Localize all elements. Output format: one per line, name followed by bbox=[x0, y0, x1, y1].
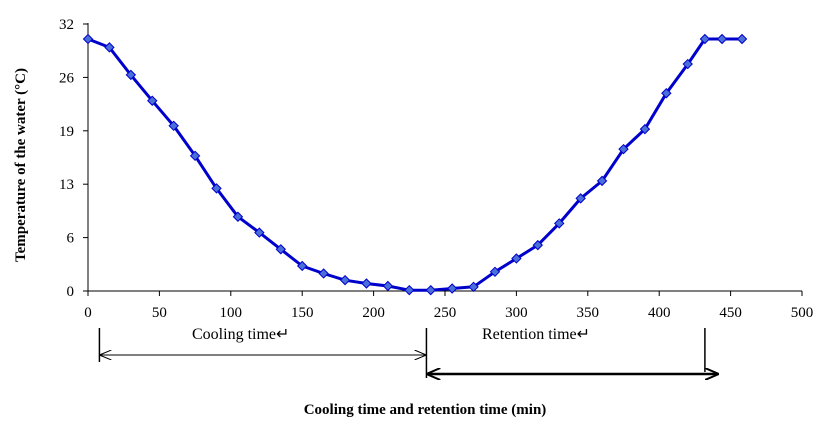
data-point bbox=[82, 33, 94, 45]
data-point bbox=[699, 33, 711, 45]
x-axis-title: Cooling time and retention time (min) bbox=[304, 402, 547, 418]
data-point bbox=[168, 120, 179, 132]
data-point bbox=[125, 69, 137, 81]
data-point bbox=[489, 266, 501, 278]
y-tick-label: 19 bbox=[59, 124, 74, 140]
x-tick-label: 50 bbox=[152, 305, 167, 321]
x-tick-label: 350 bbox=[577, 305, 600, 321]
x-tick-label: 500 bbox=[791, 305, 814, 321]
data-point bbox=[339, 274, 351, 286]
data-point bbox=[716, 33, 728, 45]
data-point bbox=[189, 150, 201, 162]
data-point bbox=[296, 260, 308, 272]
data-point bbox=[404, 284, 415, 296]
x-tick-label: 100 bbox=[220, 305, 243, 321]
data-point bbox=[618, 143, 629, 155]
data-point bbox=[446, 283, 458, 294]
y-tick-label: 6 bbox=[67, 231, 75, 247]
data-point bbox=[318, 268, 329, 279]
y-tick-label: 13 bbox=[59, 177, 74, 193]
data-point bbox=[661, 88, 672, 99]
data-point bbox=[232, 211, 244, 222]
x-tick-labels: 0 50 100 150 200 250 300 350 400 450 500 bbox=[84, 305, 813, 321]
tick-marks bbox=[83, 23, 803, 296]
data-point bbox=[382, 280, 394, 292]
cooling-time-label: Cooling time↵ bbox=[192, 326, 289, 343]
x-tick-label: 200 bbox=[362, 305, 385, 321]
data-point bbox=[361, 278, 372, 289]
x-tick-label: 250 bbox=[434, 305, 457, 321]
data-point bbox=[596, 175, 608, 187]
y-tick-label: 32 bbox=[59, 17, 74, 33]
y-axis-title: Temperature of the water (°C) bbox=[13, 68, 29, 262]
y-tick-labels: 0 6 13 19 26 32 bbox=[59, 17, 75, 300]
data-point bbox=[532, 239, 544, 251]
y-tick-label: 26 bbox=[59, 70, 75, 86]
data-point bbox=[254, 227, 265, 238]
data-point bbox=[275, 244, 286, 255]
data-point bbox=[147, 95, 158, 106]
data-point bbox=[554, 218, 565, 229]
data-point bbox=[425, 284, 436, 296]
x-tick-label: 0 bbox=[84, 305, 92, 321]
data-point bbox=[736, 33, 748, 45]
x-tick-label: 300 bbox=[505, 305, 528, 321]
x-tick-label: 450 bbox=[719, 305, 742, 321]
annotations: Cooling time↵ Retention time↵ bbox=[98, 326, 717, 378]
data-point bbox=[511, 253, 522, 264]
data-point bbox=[575, 193, 586, 204]
data-point bbox=[639, 123, 651, 135]
data-point bbox=[104, 42, 115, 53]
x-tick-label: 400 bbox=[648, 305, 671, 321]
data-point bbox=[682, 58, 693, 70]
series-line bbox=[87, 37, 742, 292]
series-layer bbox=[82, 33, 748, 296]
data-point bbox=[211, 183, 222, 194]
x-tick-label: 150 bbox=[291, 305, 314, 321]
y-tick-label: 0 bbox=[67, 284, 75, 300]
retention-time-label: Retention time↵ bbox=[482, 326, 590, 343]
data-point bbox=[468, 281, 479, 293]
